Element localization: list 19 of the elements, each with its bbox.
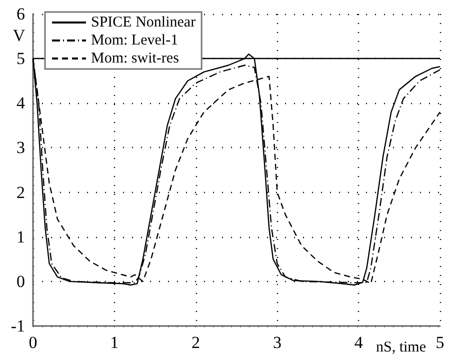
y-tick-label: 1 [16,227,25,246]
legend-label: Mom: swit-res [91,50,180,66]
x-axis-title: nS, time [376,340,426,356]
x-tick-label: 4 [354,333,364,352]
x-tick-label: 0 [28,333,38,352]
y-tick-label: 3 [16,138,25,158]
legend-label: SPICE Nonlinear [91,14,196,30]
y-axis-title: V [12,26,26,45]
y-tick-label: 6 [16,4,25,24]
y-tick-label: 4 [16,94,26,113]
x-tick-label: 5 [436,333,444,352]
x-tick-label: 2 [192,333,200,352]
legend-label: Mom: Level-1 [91,32,178,48]
x-tick-label: 1 [110,333,119,352]
x-tick-label: 3 [272,333,282,352]
y-tick-label: 0 [16,272,25,291]
y-tick-label: 5 [16,49,25,68]
y-tick-label: 2 [16,182,25,202]
y-tick-label: -1 [10,316,25,336]
